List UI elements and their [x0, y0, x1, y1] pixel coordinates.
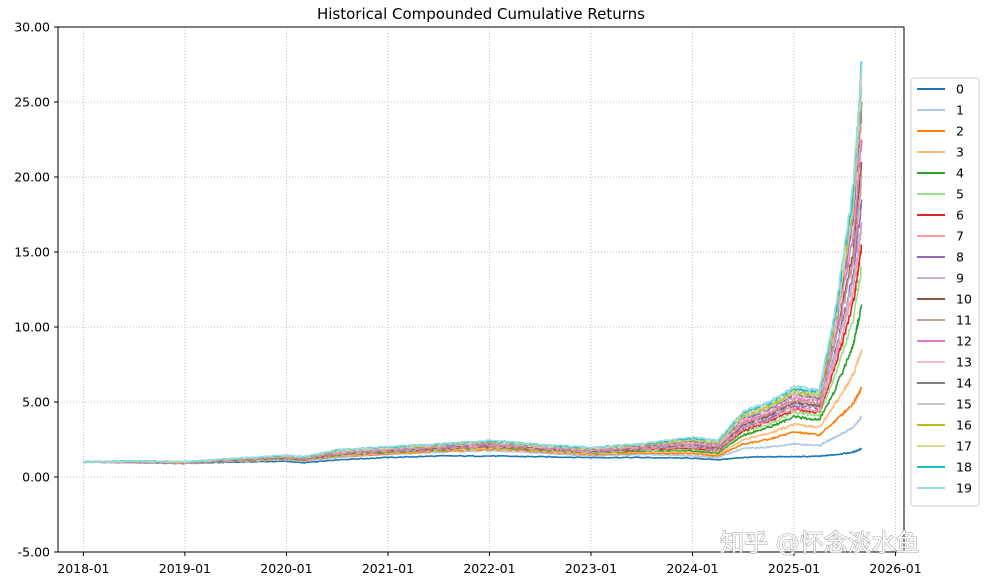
- series-line-19: [83, 62, 863, 464]
- y-tick-label: 15.00: [14, 245, 50, 260]
- x-tick-label: 2025-01: [768, 561, 820, 576]
- series-layer: [83, 61, 863, 465]
- legend-label: 16: [956, 418, 972, 433]
- legend-label: 9: [956, 271, 964, 286]
- legend-label: 15: [956, 397, 972, 412]
- legend-label: 17: [956, 439, 972, 454]
- legend-label: 0: [956, 82, 964, 97]
- legend-label: 19: [956, 481, 972, 496]
- x-tick-label: 2022-01: [463, 561, 515, 576]
- y-tick-label: 20.00: [14, 170, 50, 185]
- y-tick-label: -5.00: [18, 545, 50, 560]
- legend-label: 8: [956, 250, 964, 265]
- legend-label: 6: [956, 208, 964, 223]
- legend-box: [910, 77, 980, 507]
- legend-label: 11: [956, 313, 972, 328]
- legend-label: 18: [956, 460, 972, 475]
- legend-label: 2: [956, 124, 964, 139]
- y-tick-label: 5.00: [22, 395, 50, 410]
- x-tick-label: 2018-01: [57, 561, 109, 576]
- y-tick-label: 30.00: [14, 20, 50, 35]
- x-tick-label: 2023-01: [565, 561, 617, 576]
- legend-label: 12: [956, 334, 972, 349]
- x-tick-label: 2019-01: [159, 561, 211, 576]
- plot-area: [58, 27, 904, 552]
- chart-title: Historical Compounded Cumulative Returns: [317, 5, 645, 23]
- legend-label: 5: [956, 187, 964, 202]
- y-tick-label: 0.00: [22, 470, 50, 485]
- watermark-text: 知乎 @怀念淡水鱼: [720, 529, 920, 557]
- legend-label: 10: [956, 292, 972, 307]
- x-tick-label: 2020-01: [260, 561, 312, 576]
- plot-frame: [57, 26, 905, 553]
- legend-label: 13: [956, 355, 972, 370]
- y-tick-label: 25.00: [14, 95, 50, 110]
- x-tick-label: 2021-01: [362, 561, 414, 576]
- legend-label: 1: [956, 103, 964, 118]
- y-tick-label: 10.00: [14, 320, 50, 335]
- legend-label: 7: [956, 229, 964, 244]
- axis-layer: 2018-01 2019-01 2020-01 2021-01 2022-01 2023-…: [14, 20, 921, 577]
- legend-label: 4: [956, 166, 964, 181]
- legend-label: 3: [956, 145, 964, 160]
- x-tick-label: 2026-01: [869, 561, 921, 576]
- series-line-0: [83, 447, 863, 465]
- x-tick-label: 2024-01: [666, 561, 718, 576]
- legend-label: 14: [956, 376, 972, 391]
